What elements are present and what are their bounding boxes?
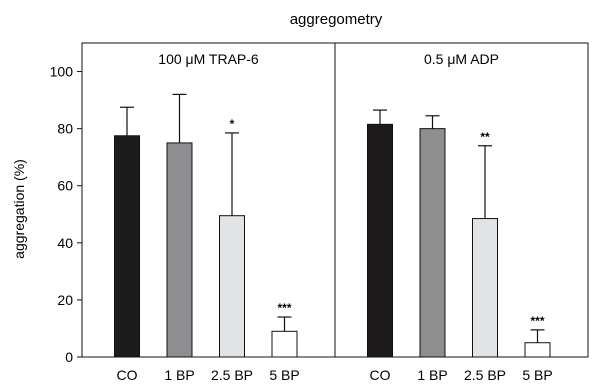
x-category-label: CO xyxy=(370,367,391,383)
bar xyxy=(367,123,393,358)
y-tick-label: 20 xyxy=(57,292,73,308)
y-axis-label: aggregation (%) xyxy=(11,159,27,259)
significance-marker: ** xyxy=(480,130,490,144)
bar xyxy=(419,128,446,358)
chart-title: aggregometry xyxy=(290,11,383,28)
y-tick-label: 80 xyxy=(57,121,73,137)
x-category-label: 5 BP xyxy=(522,367,552,383)
x-category-label: 5 BP xyxy=(269,367,299,383)
panel-title: 100 μM TRAP-6 xyxy=(158,51,259,67)
x-category-label: 1 BP xyxy=(417,367,447,383)
x-category-label: CO xyxy=(117,367,138,383)
bar xyxy=(219,215,245,358)
panel-title: 0.5 μM ADP xyxy=(424,51,499,67)
x-category-label: 2.5 BP xyxy=(211,367,253,383)
y-tick-label: 60 xyxy=(57,178,73,194)
significance-marker: *** xyxy=(530,314,544,328)
plot-area: 0 20 40 60 80 100 100 μM TRAP-6 CO 1 BP * 2.5 BP **… xyxy=(50,42,589,383)
x-category-label: 1 BP xyxy=(164,367,194,383)
bar xyxy=(271,330,298,358)
bar xyxy=(166,142,193,358)
y-tick-label: 40 xyxy=(57,235,73,251)
y-tick-label: 0 xyxy=(65,349,73,365)
bar xyxy=(114,135,140,358)
significance-marker: *** xyxy=(277,301,291,315)
bar xyxy=(524,342,551,358)
x-category-label: 2.5 BP xyxy=(464,367,506,383)
bar xyxy=(472,218,498,358)
significance-marker: * xyxy=(230,117,235,131)
y-tick-label: 100 xyxy=(50,64,74,80)
